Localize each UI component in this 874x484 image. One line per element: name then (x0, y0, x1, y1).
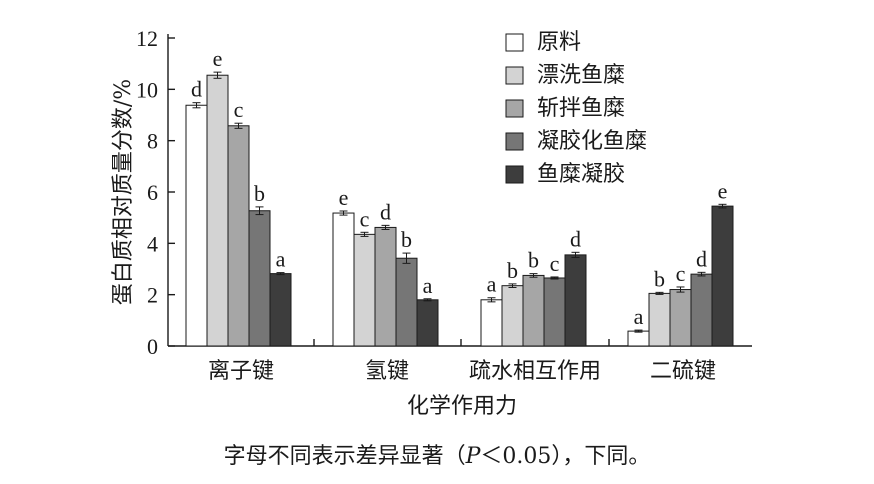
significance-letter: d (380, 199, 391, 224)
significance-letter: d (696, 246, 707, 271)
footnote-text-after: ＜0.05），下同。 (480, 444, 651, 469)
significance-letter: b (528, 248, 539, 273)
bar (395, 257, 418, 347)
category-label: 离子键 (208, 359, 274, 384)
y-tick-label: 4 (147, 231, 158, 256)
y-tick-label: 12 (136, 26, 158, 51)
significance-letter: b (654, 266, 665, 291)
category-label: 二硫键 (650, 359, 716, 384)
y-tick-label: 10 (136, 77, 158, 102)
footnote: 字母不同表示差异显著（P＜0.05），下同。 (0, 438, 874, 470)
significance-letter: c (360, 206, 370, 231)
legend-swatch (505, 99, 524, 118)
y-tick-label: 8 (147, 129, 158, 154)
bar (480, 299, 503, 347)
bar (332, 212, 355, 347)
significance-letter: a (276, 247, 286, 272)
y-axis-title-group: 蛋白质相对质量分数/% (111, 79, 136, 305)
bar (269, 273, 292, 347)
significance-letter: b (507, 258, 518, 283)
legend-swatch (505, 66, 524, 85)
bar (227, 125, 250, 347)
bar (206, 74, 229, 347)
significance-letter: e (718, 178, 728, 203)
significance-letter: a (487, 272, 497, 297)
legend-swatch (505, 132, 524, 151)
category-labels: 离子键 氢键 疏水相互作用 二硫键 (208, 359, 716, 384)
bar (248, 210, 271, 347)
bar (543, 277, 566, 347)
significance-letter: e (339, 185, 349, 210)
y-tick-label: 0 (147, 334, 158, 359)
y-axis-title: 蛋白质相对质量分数/% (111, 79, 136, 305)
bar (374, 226, 397, 347)
significance-letter: b (401, 227, 412, 252)
significance-letter: d (191, 77, 202, 102)
bar (501, 285, 524, 347)
legend-label: 原料 (537, 30, 581, 55)
legend-label: 凝胶化鱼糜 (537, 129, 647, 154)
legend-label: 鱼糜凝胶 (537, 162, 625, 187)
bar (711, 205, 734, 347)
bar (648, 292, 671, 347)
bar (185, 104, 208, 347)
significance-letter: a (634, 304, 644, 329)
bar (564, 254, 587, 347)
y-tick-label: 2 (147, 283, 158, 308)
significance-letter: c (676, 261, 686, 286)
significance-letter: e (213, 46, 223, 71)
y-tick-label: 6 (147, 180, 158, 205)
category-label: 疏水相互作用 (469, 359, 601, 384)
y-axis-ticks: 0 2 4 6 8 10 12 (136, 26, 175, 359)
bar (690, 273, 713, 347)
significance-letter: c (234, 97, 244, 122)
footnote-text-before: 字母不同表示差异显著（ (223, 444, 466, 469)
legend-swatch (505, 165, 524, 184)
x-axis-title: 化学作用力 (407, 394, 517, 419)
significance-letter: b (254, 181, 265, 206)
bar (627, 330, 650, 347)
footnote-p-symbol: P (465, 444, 481, 469)
significance-letter: c (550, 251, 560, 276)
category-label: 氢键 (365, 359, 409, 384)
bar (669, 289, 692, 347)
significance-letter: a (423, 273, 433, 298)
bar (522, 274, 545, 347)
legend-label: 斩拌鱼糜 (537, 96, 625, 121)
legend-label: 漂洗鱼糜 (537, 63, 625, 88)
bar (353, 233, 376, 347)
legend-swatch (505, 33, 524, 52)
bar (416, 299, 439, 347)
significance-letter: d (570, 226, 581, 251)
